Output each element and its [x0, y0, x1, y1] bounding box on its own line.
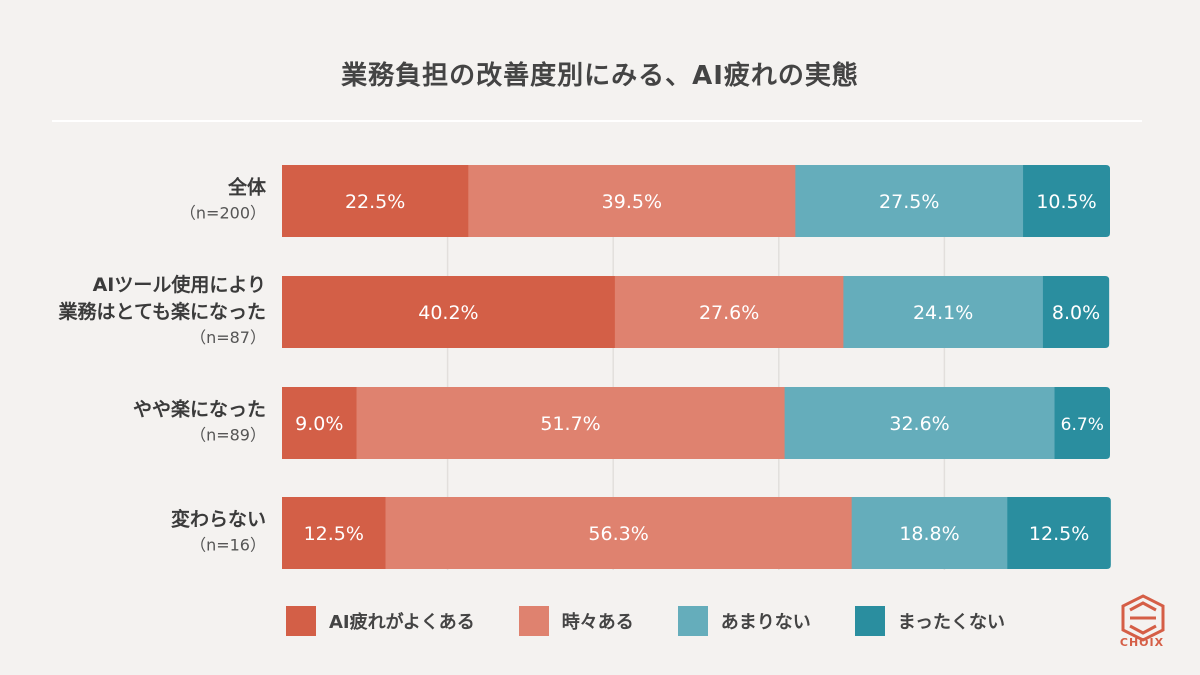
legend-swatch — [854, 606, 885, 636]
category-label: 変わらない — [171, 508, 266, 531]
data-label: 18.8% — [899, 523, 959, 545]
title-divider — [52, 120, 1142, 122]
legend-item: まったくない — [854, 606, 1006, 636]
data-label: 6.7% — [1061, 415, 1104, 435]
category-n-label: （n=87） — [190, 328, 266, 347]
category-n-label: （n=200） — [180, 204, 266, 223]
choix-logo-icon — [1121, 594, 1165, 642]
data-label: 40.2% — [418, 302, 478, 324]
bar-segment — [1023, 165, 1110, 237]
category-label: やや楽になった — [133, 398, 266, 421]
bar-segment — [851, 497, 1008, 569]
legend: AI疲れがよくある 時々ある あまりない まったくない — [286, 606, 1049, 636]
data-label: 8.0% — [1052, 302, 1100, 324]
chart-title: 業務負担の改善度別にみる、AI疲れの実態 — [341, 61, 859, 91]
legend-item: AI疲れがよくある — [286, 606, 475, 636]
legend-label: 時々ある — [561, 612, 634, 633]
legend-swatch — [677, 606, 708, 636]
legend-item: 時々ある — [518, 606, 634, 636]
logo-text: CHOIX — [1119, 636, 1165, 649]
bar-segment — [795, 165, 1024, 237]
bar-segment — [282, 165, 469, 237]
data-label: 12.5% — [1029, 523, 1089, 545]
category-label: 全体 — [227, 176, 267, 199]
legend-label: あまりない — [720, 612, 811, 633]
legend-swatch — [286, 606, 316, 636]
bar-segment — [1007, 497, 1111, 569]
bar-segment — [385, 497, 853, 569]
bar-segment — [614, 276, 844, 348]
legend-swatch — [518, 606, 549, 636]
data-label: 56.3% — [588, 523, 648, 545]
category-n-label: （n=16） — [190, 536, 266, 555]
legend-item: あまりない — [677, 606, 811, 636]
data-label: 27.5% — [879, 191, 939, 213]
data-label: 12.5% — [304, 523, 364, 545]
category-label: 業務はとても楽になった — [58, 300, 266, 323]
data-label: 9.0% — [295, 413, 343, 435]
data-label: 39.5% — [602, 191, 662, 213]
bar-segment — [784, 387, 1056, 459]
bar-segment — [1042, 276, 1110, 348]
stacked-bar-chart: 22.5% 39.5% 27.5% 10.5% 全体 （n=200） 40.2% 27.6% 2… — [58, 165, 1111, 570]
legend-label: AI疲れがよくある — [329, 612, 475, 633]
data-label: 32.6% — [889, 413, 949, 435]
bar-segment — [356, 387, 786, 459]
legend-label: まったくない — [897, 612, 1006, 633]
bar-segment — [843, 276, 1044, 348]
bar-segment — [282, 276, 616, 348]
bar-segment — [1054, 387, 1110, 459]
bar-segment — [468, 165, 796, 237]
category-n-label: （n=89） — [190, 426, 266, 445]
data-label: 51.7% — [540, 413, 600, 435]
bar-segment — [282, 497, 386, 569]
data-label: 24.1% — [913, 302, 973, 324]
bar-segment — [282, 387, 358, 459]
data-label: 10.5% — [1036, 191, 1096, 213]
category-label: AIツール使用により — [93, 274, 266, 296]
data-label: 27.6% — [699, 302, 759, 324]
data-label: 22.5% — [345, 191, 405, 213]
